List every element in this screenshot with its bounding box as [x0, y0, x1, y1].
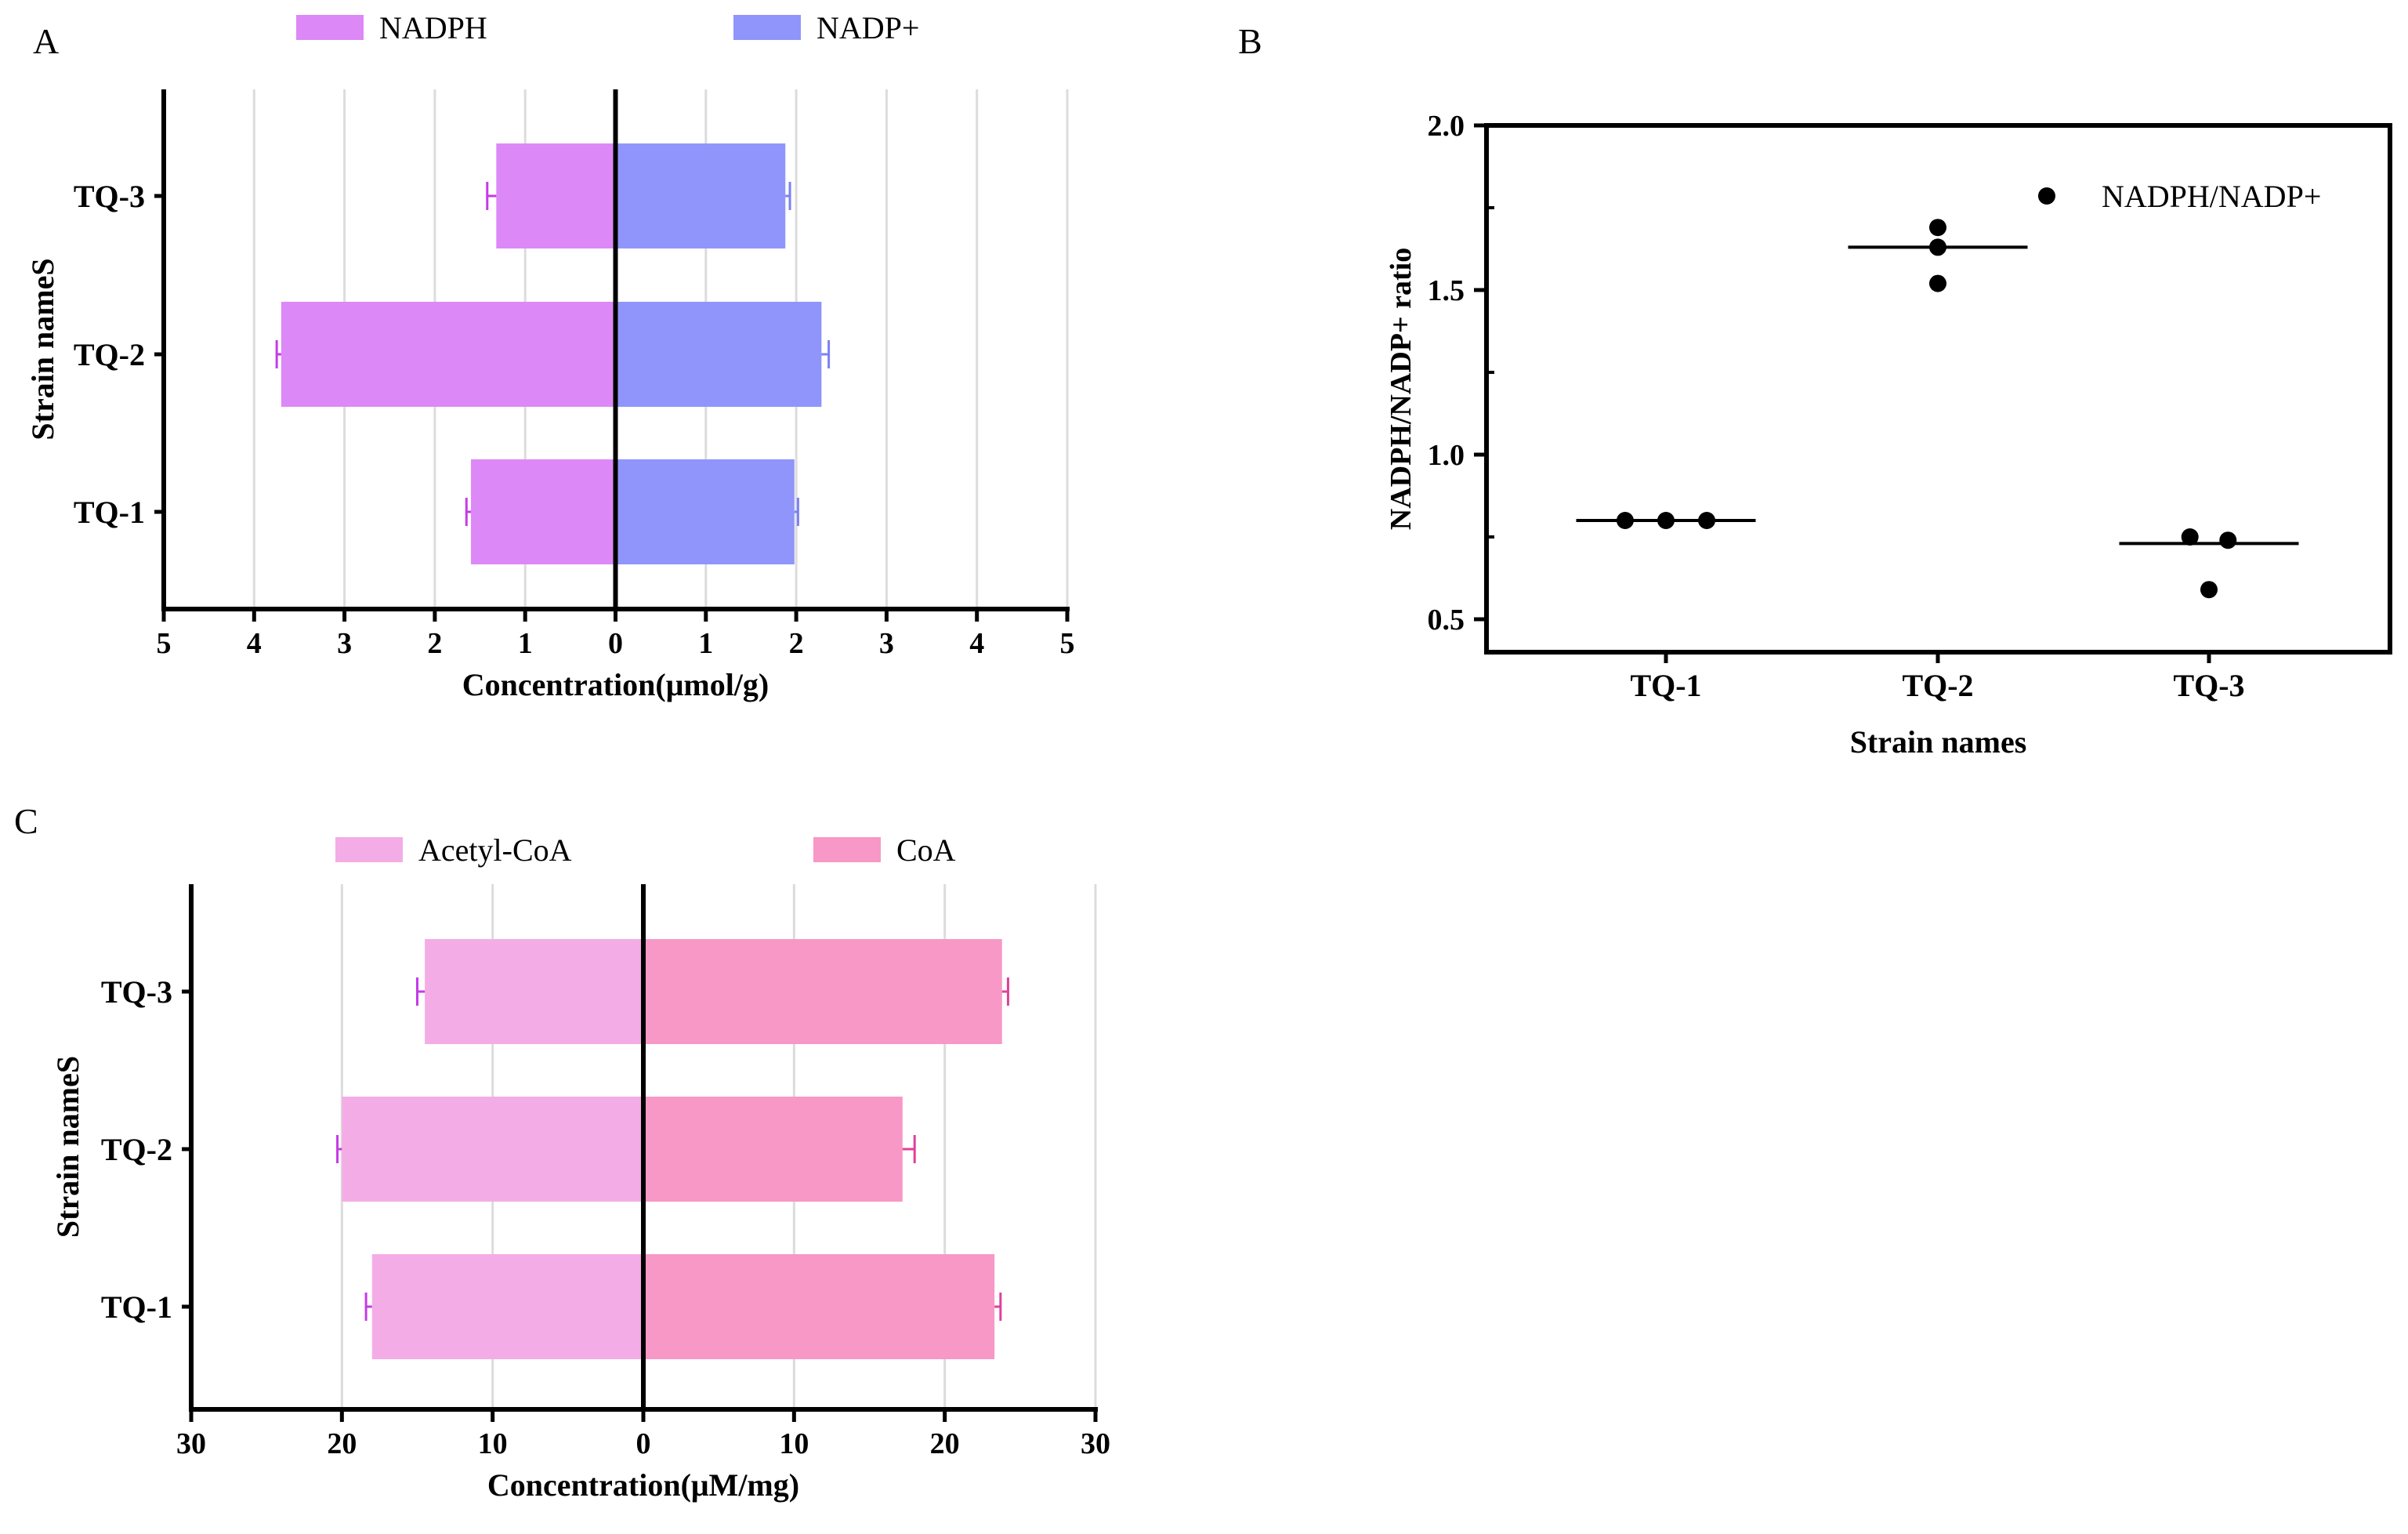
- y-tick-label: TQ-2: [101, 1132, 172, 1167]
- bar-coa-tq-1: [643, 1254, 995, 1359]
- chart-panel-a: TQ-1 TQ-2 TQ-3 5 4 3 2 1 0 1 2 3 4 5 Concentration(μmo…: [25, 10, 1075, 702]
- legend-swatch-nadp-: [733, 15, 801, 40]
- x-tick-label: 1: [698, 627, 713, 660]
- data-point-tq-2: [1929, 274, 1946, 292]
- bar-nadp--tq-2: [615, 302, 822, 407]
- x-tick-label: 2: [427, 627, 442, 660]
- x-tick-label: 5: [1060, 627, 1075, 660]
- legend-swatch-nadph: [296, 15, 364, 40]
- legend-label: NADPH: [379, 10, 487, 45]
- data-point-tq-2: [1929, 219, 1946, 237]
- y-tick-label: 2.0: [1428, 110, 1465, 143]
- x-tick-label: TQ-1: [1630, 668, 1701, 703]
- bar-nadp--tq-3: [615, 143, 786, 248]
- x-tick-label: 20: [327, 1427, 357, 1460]
- bar-coa-tq-3: [643, 939, 1002, 1044]
- bar-nadp--tq-1: [615, 459, 795, 564]
- x-tick-label: 4: [969, 627, 984, 660]
- legend-label: NADP+: [817, 10, 919, 45]
- x-tick-label: 0: [608, 627, 623, 660]
- bar-nadph-tq-3: [496, 143, 616, 248]
- y-tick-label: TQ-3: [74, 179, 145, 214]
- panel-label-b: B: [1238, 21, 1262, 61]
- x-tick-label: TQ-2: [1902, 668, 1973, 703]
- x-tick-label: 20: [930, 1427, 960, 1460]
- y-tick-label: TQ-1: [101, 1289, 172, 1325]
- bar-coa-tq-2: [643, 1097, 903, 1202]
- y-axis-title: Strain nameS: [50, 1056, 85, 1238]
- legend-marker: [2038, 187, 2055, 205]
- x-axis-title: Concentration(μmol/g): [462, 667, 769, 702]
- x-tick-label: 3: [337, 627, 352, 660]
- bar-nadph-tq-2: [281, 302, 616, 407]
- data-point-tq-3: [2200, 581, 2218, 599]
- legend-swatch-acetyl-coa: [335, 837, 403, 862]
- y-axis-title: Strain nameS: [25, 258, 60, 440]
- y-tick-label: 1.5: [1428, 274, 1465, 307]
- data-point-tq-3: [2219, 531, 2237, 549]
- x-tick-label: 2: [789, 627, 804, 660]
- panel-label-a: A: [33, 21, 59, 61]
- data-point-tq-1: [1698, 512, 1716, 529]
- legend-label: NADPH/NADP+: [2102, 179, 2321, 214]
- bar-acetyl-coa-tq-3: [425, 939, 643, 1044]
- y-tick-label: 1.0: [1428, 439, 1465, 472]
- legend-swatch-coa: [813, 837, 881, 862]
- legend-label: CoA: [896, 832, 956, 868]
- data-point-tq-1: [1657, 512, 1675, 529]
- bar-acetyl-coa-tq-2: [342, 1097, 643, 1202]
- x-tick-label: 5: [157, 627, 172, 660]
- data-point-tq-2: [1929, 238, 1946, 256]
- x-tick-label: TQ-3: [2173, 668, 2244, 703]
- x-tick-label: 4: [247, 627, 262, 660]
- legend-label: Acetyl-CoA: [418, 832, 572, 868]
- y-tick-label: 0.5: [1428, 604, 1465, 636]
- chart-panel-b: 0.5 1.0 1.5 2.0 TQ-1 TQ-2 TQ-3 Strain names NADP…: [1385, 110, 2392, 760]
- panel-label-c: C: [14, 801, 38, 841]
- y-tick-label: TQ-3: [101, 974, 172, 1010]
- x-axis-title: Concentration(μM/mg): [487, 1467, 799, 1503]
- y-tick-label: TQ-2: [74, 337, 145, 372]
- x-tick-label: 10: [478, 1427, 508, 1460]
- data-point-tq-3: [2181, 528, 2199, 546]
- x-axis-title: Strain names: [1850, 724, 2027, 760]
- y-tick-label: TQ-1: [74, 495, 145, 530]
- bar-nadph-tq-1: [471, 459, 616, 564]
- x-tick-label: 10: [779, 1427, 809, 1460]
- x-tick-label: 0: [636, 1427, 651, 1460]
- x-tick-label: 30: [176, 1427, 206, 1460]
- y-axis-title: NADPH/NADP+ ratio: [1385, 248, 1418, 530]
- chart-panel-c: TQ-1 TQ-2 TQ-3 30 20 10 0 10 20 30 Concentration(μ…: [50, 832, 1110, 1503]
- data-point-tq-1: [1616, 512, 1634, 529]
- x-tick-label: 1: [518, 627, 533, 660]
- bar-acetyl-coa-tq-1: [371, 1254, 643, 1359]
- x-tick-label: 3: [879, 627, 894, 660]
- x-tick-label: 30: [1081, 1427, 1110, 1460]
